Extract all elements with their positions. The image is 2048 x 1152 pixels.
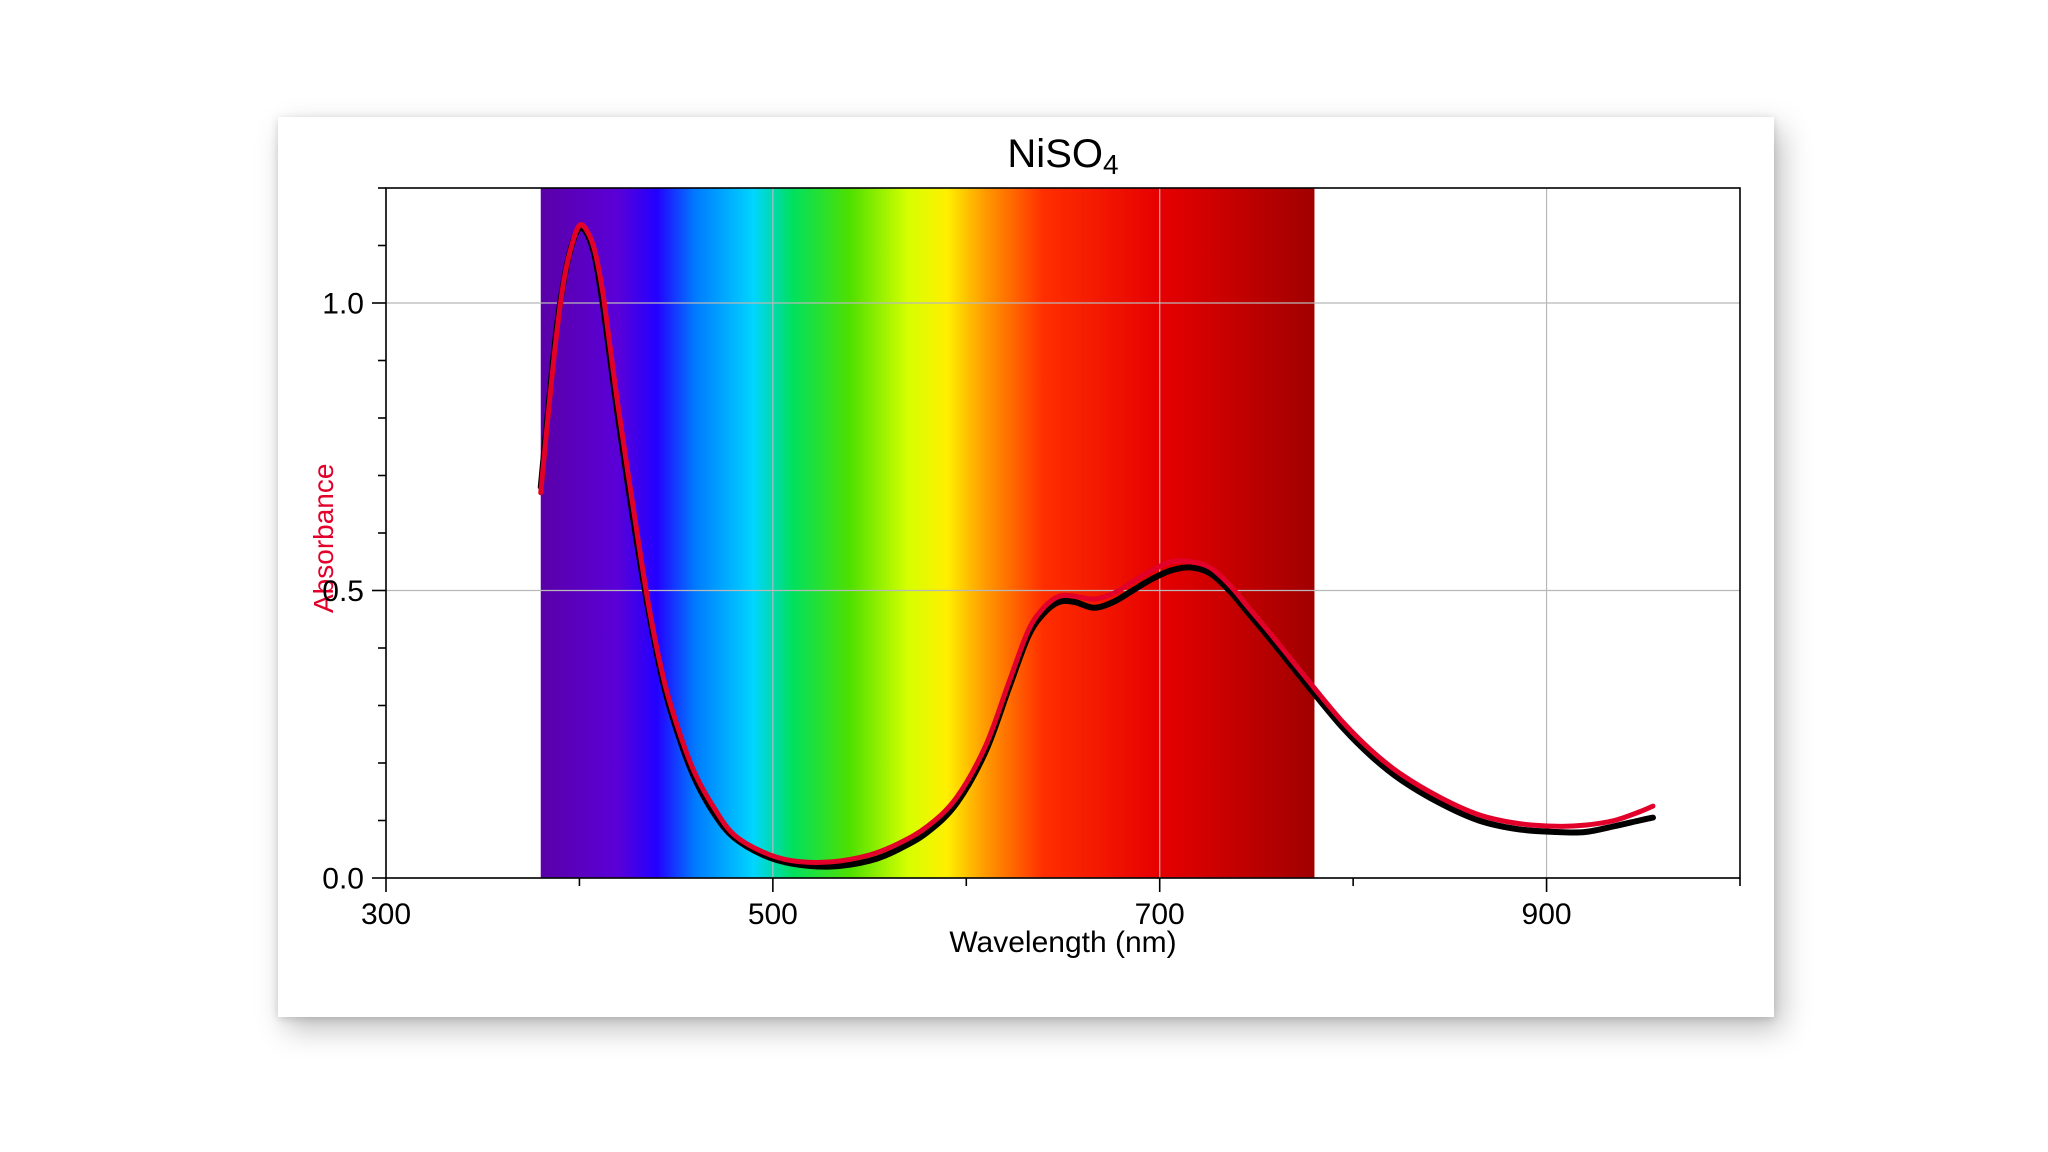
chart-plot: 3005007009000.00.51.0 bbox=[278, 117, 1774, 1017]
y-tick-label: 0.5 bbox=[322, 575, 364, 608]
x-axis-label: Wavelength (nm) bbox=[386, 926, 1740, 960]
chart-card: NiSO4 Absorbance 3005007009000.00.51.0 W… bbox=[278, 117, 1774, 1017]
y-tick-label: 1.0 bbox=[322, 288, 364, 321]
stage: NiSO4 Absorbance 3005007009000.00.51.0 W… bbox=[0, 0, 2048, 1152]
y-tick-label: 0.0 bbox=[322, 863, 364, 896]
